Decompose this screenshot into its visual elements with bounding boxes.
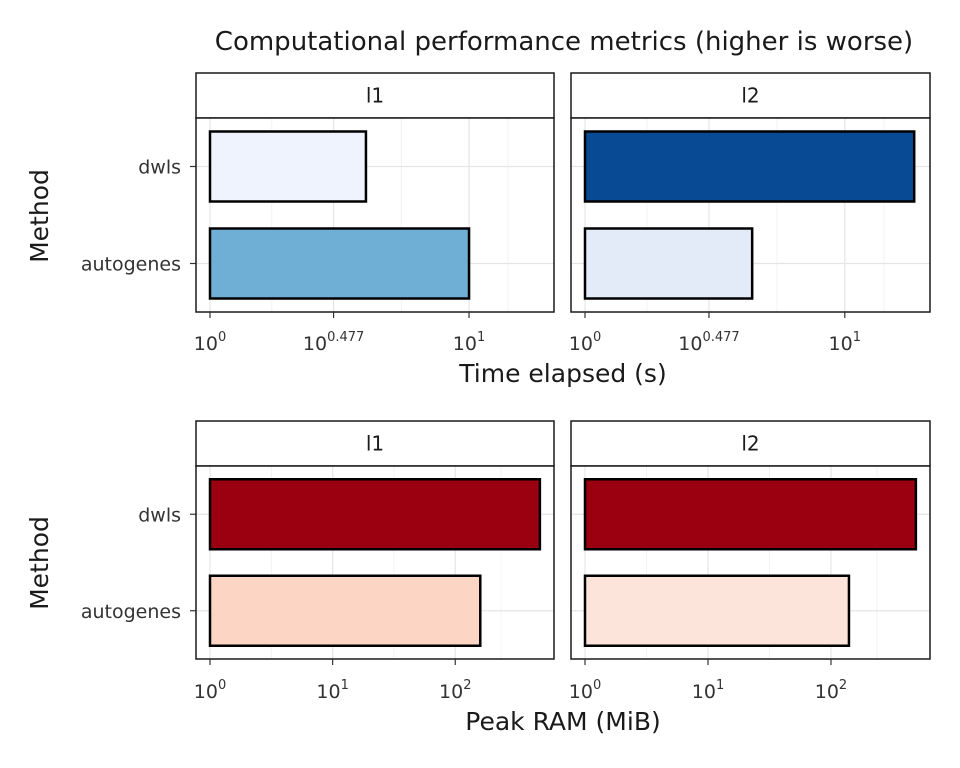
plot-panel-border [570,465,931,660]
facet-strip-label: l2 [741,84,759,108]
plot-panel-border [195,117,555,313]
bar-dwls-l2 [583,130,916,203]
x-tick-label: 101 [453,330,485,355]
facet-strip [570,72,931,119]
x-tick-label: 100.477 [303,330,364,355]
x-axis-title: Peak RAM (MiB) [465,707,660,736]
bar-autogenes-l1 [208,574,482,647]
y-tick-label-autogenes: autogenes [81,254,181,276]
x-axis-title: Time elapsed (s) [458,359,666,388]
panels: Method dwls autogenes l1 100 100.477 101 l2 100 1… [25,72,931,736]
bar-dwls-l2 [583,478,918,551]
x-tick-label: 100 [569,330,601,355]
y-tick-label-dwls: dwls [138,504,181,526]
y-tick-label-autogenes: autogenes [81,601,181,623]
x-tick-label: 102 [815,678,847,703]
chart-title: Computational performance metrics (highe… [215,27,913,57]
x-tick-label: 101 [829,330,861,355]
bar-autogenes-l2 [583,227,754,300]
x-tick-label: 100 [194,330,226,355]
plot-panel-border [570,117,931,313]
x-tick-label: 100 [569,678,601,703]
bar-dwls-l1 [208,130,368,203]
facet-strip-label: l2 [741,432,759,456]
facet-strip [195,420,555,467]
facet-strip [570,420,931,467]
bar-dwls-l1 [208,478,542,551]
x-tick-label: 100.477 [678,330,739,355]
x-tick-label: 101 [692,678,724,703]
plot-panel-border [195,465,555,660]
facet-strip [195,72,555,119]
x-tick-label: 100 [194,678,226,703]
x-tick-label: 102 [439,678,471,703]
y-axis-title: Method [25,169,54,263]
y-tick-label-dwls: dwls [138,157,181,179]
bar-autogenes-l1 [208,227,471,300]
bar-autogenes-l2 [583,574,851,647]
x-tick-label: 101 [316,678,348,703]
y-axis-title: Method [25,516,54,610]
facet-strip-label: l1 [366,84,384,108]
facet-strip-label: l1 [366,432,384,456]
